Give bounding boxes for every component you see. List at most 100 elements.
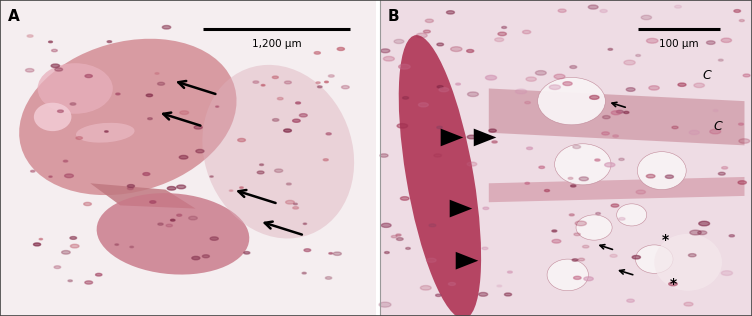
Circle shape: [166, 224, 172, 227]
Circle shape: [253, 81, 259, 83]
Ellipse shape: [635, 245, 673, 273]
Circle shape: [216, 106, 219, 107]
Circle shape: [396, 238, 403, 240]
Circle shape: [238, 138, 245, 142]
Circle shape: [158, 223, 163, 225]
Circle shape: [613, 135, 618, 137]
Circle shape: [713, 110, 718, 112]
Circle shape: [672, 126, 678, 129]
Circle shape: [272, 118, 279, 121]
Circle shape: [482, 247, 488, 250]
Circle shape: [58, 110, 63, 112]
Circle shape: [189, 216, 197, 220]
Circle shape: [583, 245, 589, 248]
Circle shape: [448, 283, 456, 285]
Circle shape: [115, 244, 119, 245]
Circle shape: [396, 234, 401, 236]
Circle shape: [437, 126, 442, 129]
Circle shape: [167, 186, 176, 190]
Circle shape: [675, 5, 681, 8]
Circle shape: [426, 258, 436, 262]
Circle shape: [210, 237, 218, 240]
Circle shape: [105, 131, 108, 132]
Ellipse shape: [555, 144, 611, 185]
Circle shape: [194, 126, 202, 129]
Ellipse shape: [34, 103, 71, 131]
Circle shape: [52, 49, 57, 52]
Circle shape: [229, 190, 233, 191]
Circle shape: [456, 83, 460, 85]
Circle shape: [416, 33, 427, 38]
Text: C: C: [702, 69, 711, 82]
Circle shape: [450, 47, 462, 52]
Circle shape: [535, 70, 546, 75]
Circle shape: [636, 190, 645, 194]
Circle shape: [602, 116, 610, 119]
Circle shape: [552, 230, 556, 232]
Ellipse shape: [547, 259, 589, 291]
Circle shape: [49, 176, 52, 177]
Circle shape: [666, 175, 674, 179]
Circle shape: [108, 41, 111, 43]
Circle shape: [626, 88, 635, 91]
Text: C: C: [714, 120, 723, 133]
Circle shape: [495, 38, 504, 42]
Circle shape: [379, 302, 391, 307]
Text: 1,200 μm: 1,200 μm: [252, 39, 302, 49]
Circle shape: [202, 255, 209, 258]
Circle shape: [624, 60, 635, 65]
Circle shape: [399, 64, 410, 69]
Circle shape: [595, 159, 600, 161]
Circle shape: [325, 81, 329, 83]
Circle shape: [31, 170, 35, 172]
Circle shape: [738, 123, 744, 125]
Circle shape: [293, 207, 299, 209]
Circle shape: [272, 76, 278, 79]
Circle shape: [523, 30, 531, 34]
Circle shape: [526, 147, 532, 149]
Circle shape: [669, 282, 678, 286]
Circle shape: [718, 172, 725, 175]
Circle shape: [552, 240, 561, 243]
Circle shape: [572, 259, 578, 261]
Circle shape: [539, 166, 544, 168]
Circle shape: [688, 254, 696, 257]
Circle shape: [68, 280, 72, 282]
Circle shape: [699, 221, 710, 226]
Circle shape: [447, 11, 454, 14]
Circle shape: [632, 255, 641, 259]
Circle shape: [590, 95, 599, 99]
Circle shape: [525, 182, 529, 184]
Circle shape: [394, 40, 404, 44]
Circle shape: [143, 173, 150, 175]
Circle shape: [647, 38, 658, 43]
Circle shape: [177, 185, 186, 189]
Circle shape: [738, 181, 747, 184]
Circle shape: [718, 59, 723, 61]
Circle shape: [434, 154, 441, 157]
Circle shape: [240, 187, 244, 188]
Circle shape: [130, 246, 134, 248]
Polygon shape: [474, 129, 496, 146]
Circle shape: [608, 48, 613, 50]
Circle shape: [192, 256, 200, 260]
Circle shape: [418, 103, 429, 107]
Circle shape: [578, 258, 584, 261]
Circle shape: [277, 97, 283, 100]
Circle shape: [381, 223, 391, 228]
Circle shape: [49, 41, 53, 43]
Circle shape: [600, 9, 607, 13]
Circle shape: [611, 204, 619, 207]
Circle shape: [83, 202, 92, 206]
Circle shape: [54, 266, 61, 269]
Circle shape: [508, 271, 512, 273]
Polygon shape: [489, 177, 744, 202]
Circle shape: [734, 9, 741, 12]
Circle shape: [602, 132, 609, 135]
Circle shape: [337, 47, 344, 51]
Circle shape: [286, 200, 294, 204]
Circle shape: [574, 233, 581, 236]
Circle shape: [584, 277, 593, 281]
Circle shape: [420, 286, 431, 290]
Circle shape: [558, 9, 566, 12]
